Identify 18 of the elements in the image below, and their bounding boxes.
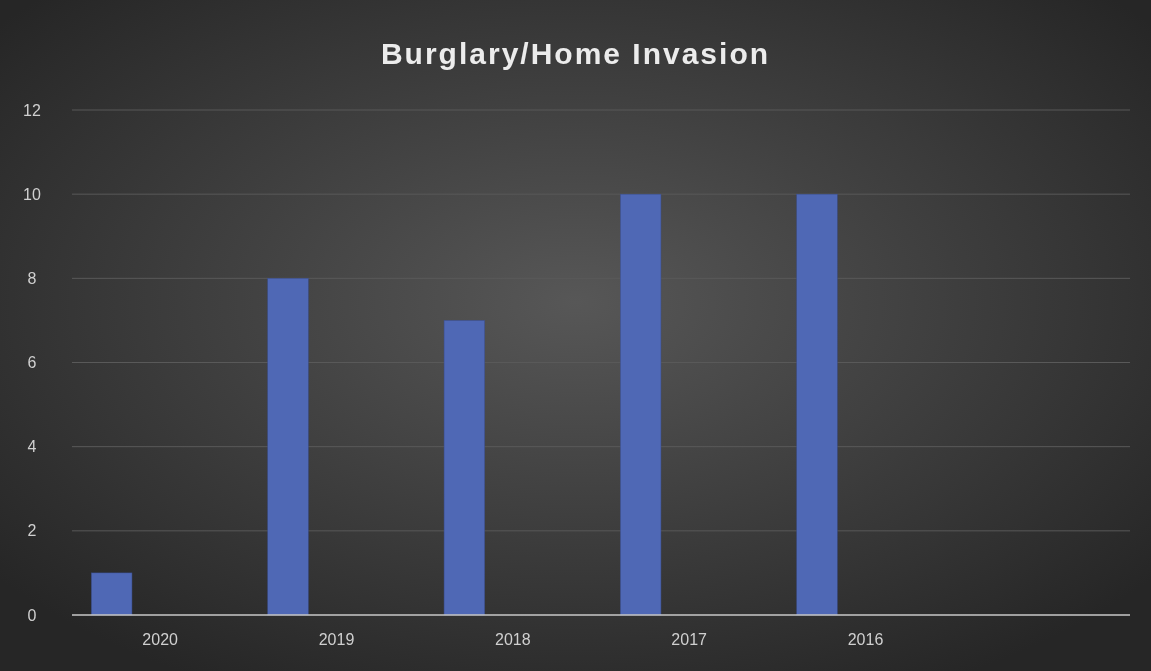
x-tick-label: 2020 (142, 631, 179, 648)
x-tick-label: 2019 (318, 631, 355, 648)
chart-title: Burglary/Home Invasion (380, 37, 771, 70)
y-tick-label: 6 (27, 354, 37, 372)
y-tick-label: 0 (27, 606, 37, 624)
bar (796, 193, 838, 616)
x-tick-label: 2017 (671, 631, 708, 648)
bar (443, 320, 485, 616)
bar (267, 278, 309, 616)
y-tick-label: 2 (27, 522, 37, 540)
y-tick-label: 8 (27, 269, 37, 287)
y-tick-label: 12 (23, 101, 41, 119)
x-tick-label: 2018 (495, 631, 531, 648)
bar (91, 572, 133, 616)
bar (620, 193, 662, 616)
x-tick-label: 2016 (847, 631, 884, 648)
y-tick-label: 10 (23, 185, 41, 203)
y-tick-label: 4 (27, 438, 37, 456)
